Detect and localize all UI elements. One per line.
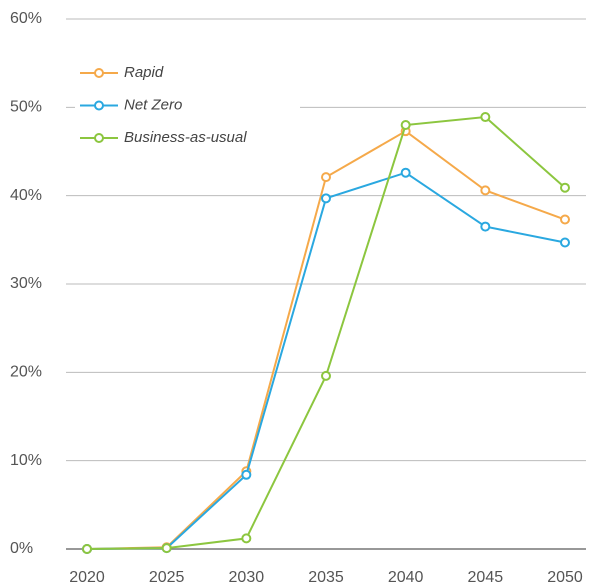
y-tick-label: 20% [10,364,42,381]
y-tick-label: 40% [10,187,42,204]
data-point [560,182,570,193]
data-point [480,112,491,123]
x-tick-label: 2020 [69,569,105,586]
y-tick-label: 30% [10,275,42,292]
legend-marker [94,100,104,111]
data-point [82,544,92,554]
x-tick-label: 2035 [308,569,344,586]
data-point [161,543,172,554]
data-point [321,370,331,381]
legend-label: Rapid [124,64,164,81]
data-point [400,120,411,130]
legend-label: Business-as-usual [124,129,247,146]
y-tick-label: 60% [10,10,42,27]
series-line [86,171,566,550]
data-point [241,469,252,480]
data-point [560,214,570,225]
x-tick-label: 2030 [229,569,265,586]
data-point [241,533,252,544]
data-point [321,193,331,204]
legend-label: Net Zero [124,96,182,113]
data-point [400,167,411,178]
data-point [480,185,491,196]
data-point [321,172,331,183]
x-tick-label: 2025 [149,569,185,586]
x-tick-label: 2045 [468,569,504,586]
y-tick-label: 0% [10,540,33,557]
x-tick-label: 2050 [547,569,583,586]
data-point [560,237,570,248]
legend-marker [94,68,104,78]
data-point [480,221,491,232]
y-tick-label: 50% [10,99,42,116]
y-tick-label: 10% [10,452,42,469]
x-tick-label: 2040 [388,569,424,586]
legend-marker [94,133,104,143]
